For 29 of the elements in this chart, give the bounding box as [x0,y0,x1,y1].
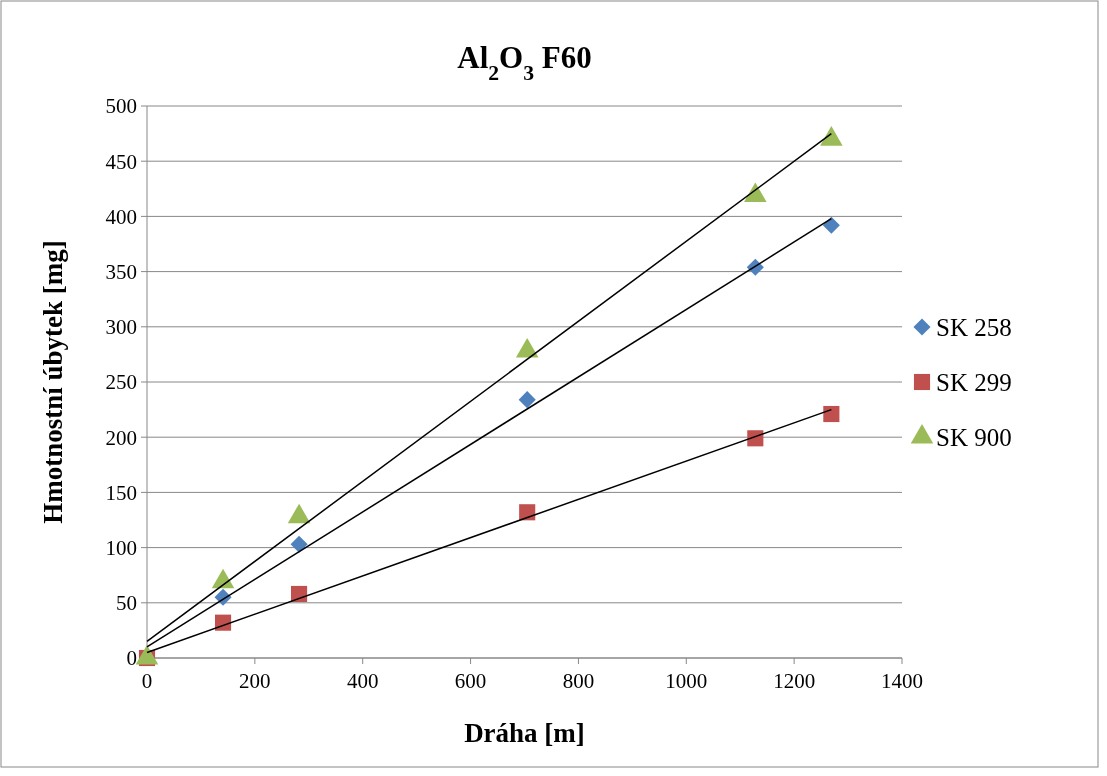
point [822,216,840,234]
y-tick-label: 300 [105,315,137,340]
point [823,405,840,423]
y-tick-label: 50 [116,591,137,616]
chart-title: Al$_{2}$O$_{3}$ F60 [457,40,592,85]
legend-label: SK 299 [936,368,1012,396]
y-tick-label: 500 [105,94,137,119]
y-tick-label: 450 [105,149,137,174]
legend-label: SK 900 [936,423,1012,451]
x-tick-label: 1000 [665,669,708,693]
point [518,391,536,409]
y-tick-label: 250 [105,370,137,395]
y-tick-label: 350 [105,259,137,284]
y-tick-label: 150 [105,480,137,505]
x-tick-label: 0 [141,669,153,693]
y-tick-label: 400 [105,204,137,229]
x-tick-label: 200 [239,669,271,693]
x-tick-label: 1400 [881,669,923,693]
point [290,535,308,553]
y-tick-label: 200 [105,425,137,450]
y-axis-title: Hmotnostní úbytek [mg] [38,240,68,524]
y-tick-label: 100 [105,535,137,560]
legend-label: SK 258 [936,313,1012,341]
x-tick-label: 600 [454,669,487,693]
x-tick-label: 800 [562,669,595,693]
x-tick-label: 1200 [773,669,816,693]
x-tick-label: 400 [346,669,379,693]
x-axis-title: Dráha [m] [464,718,585,748]
y-tick-label: 0 [126,646,137,671]
